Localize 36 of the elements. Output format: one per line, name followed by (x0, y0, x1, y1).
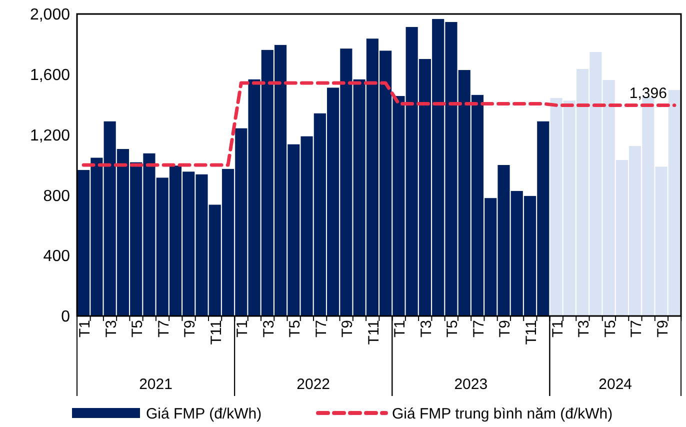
legend-label: Giá FMP trung bình năm (đ/kWh) (392, 405, 613, 422)
x-tick-label: T7 (628, 320, 646, 338)
x-tick-label: T9 (182, 320, 199, 338)
x-tick-label: T1 (234, 320, 252, 338)
x-tick-label: T7 (470, 320, 488, 338)
y-tick-label: 800 (43, 188, 70, 205)
text: 2021 (139, 376, 172, 393)
x-tick-label: T3 (418, 320, 435, 338)
x-tick-label: T9 (339, 320, 356, 338)
x-tick-label: T5 (444, 320, 462, 338)
x-tick-label: T9 (496, 320, 514, 338)
text: 2022 (296, 376, 330, 393)
x-tick-label: T5 (286, 320, 304, 338)
x-tick-label: T9 (654, 320, 672, 338)
x-tick-label: T7 (155, 320, 172, 338)
x-tick-label: T11 (523, 320, 540, 345)
y-tick-label: 0 (61, 308, 70, 326)
x-tick-label: T1 (76, 320, 94, 338)
text: 2023 (454, 376, 488, 393)
legend-label: Giá FMP (đ/kWh) (146, 405, 262, 422)
data-label: 1,396 (629, 85, 667, 102)
x-tick-label: T3 (260, 320, 278, 338)
x-tick-label: T5 (602, 320, 619, 338)
x-tick-label: T7 (312, 320, 330, 338)
x-tick-label: T1 (549, 320, 566, 338)
text: 2024 (598, 376, 632, 393)
x-tick-label: T1 (392, 320, 409, 338)
y-tick-label: 2,000 (30, 6, 70, 24)
x-tick-label: T3 (102, 320, 120, 338)
y-tick-label: 400 (43, 248, 70, 266)
x-tick-label: T11 (365, 320, 382, 345)
x-tick-label: T11 (208, 320, 225, 345)
x-tick-label: T5 (129, 320, 146, 338)
y-tick-label: 1,600 (30, 67, 70, 84)
y-tick-label: 1,200 (30, 127, 70, 144)
x-tick-label: T3 (576, 320, 593, 338)
